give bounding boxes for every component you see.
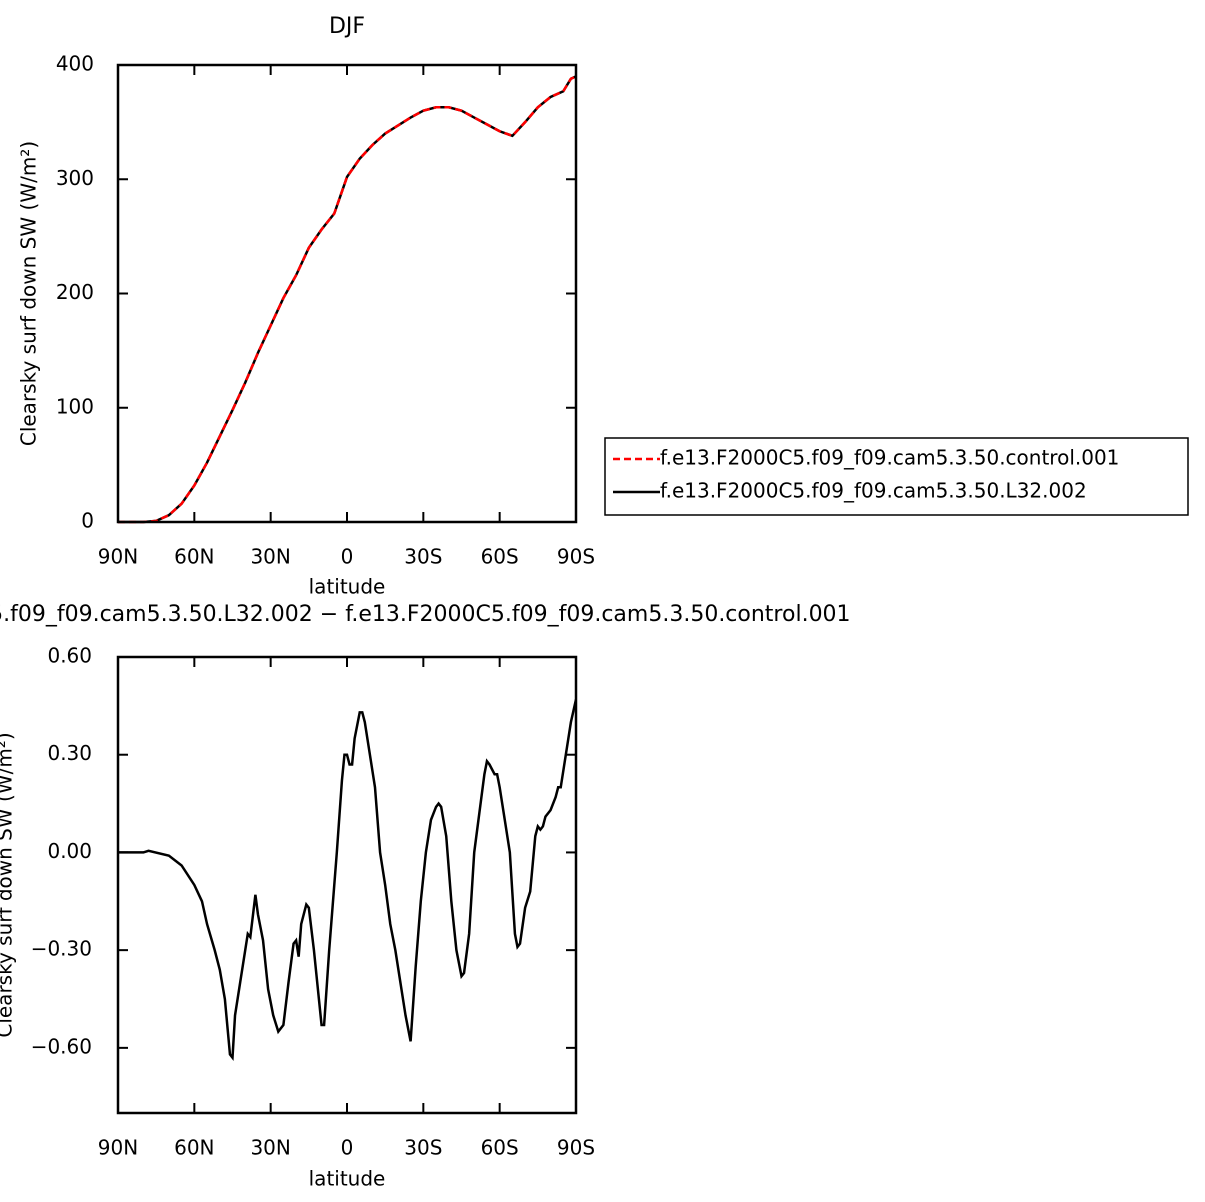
plot-frame — [116, 655, 578, 1115]
x-tick-label: 0 — [341, 1136, 354, 1160]
x-tick-label: 30N — [250, 545, 290, 569]
x-tick-label: 30N — [250, 1136, 290, 1160]
data-line — [118, 699, 576, 1062]
x-axis-label: latitude — [309, 1167, 386, 1191]
x-tick-label: 60S — [481, 545, 519, 569]
x-tick-label: 90S — [557, 1136, 595, 1160]
y-tick-label: 400 — [56, 52, 94, 76]
x-tick-label: 60S — [481, 1136, 519, 1160]
x-tick-label: 90N — [98, 1136, 138, 1160]
y-tick-label: −0.60 — [31, 1034, 92, 1058]
chart-title: DJF — [329, 14, 365, 39]
y-tick-label: 100 — [56, 394, 94, 418]
y-tick-label: −0.30 — [31, 937, 92, 961]
y-tick-label: 0 — [81, 509, 94, 533]
y-tick-label: 300 — [56, 166, 94, 190]
y-tick-label: 0.60 — [47, 644, 92, 668]
x-tick-label: 90S — [557, 545, 595, 569]
x-tick-label: 60N — [174, 1136, 214, 1160]
y-tick-label: 0.00 — [47, 839, 92, 863]
y-axis-label: Clearsky surf down SW (W/m²) — [17, 141, 41, 446]
y-axis-label: Clearsky surf down SW (W/m²) — [0, 732, 17, 1037]
plot-frame — [116, 63, 578, 524]
x-tick-label: 30S — [404, 545, 442, 569]
x-tick-label: 0 — [341, 545, 354, 569]
legend-box — [604, 437, 1189, 516]
y-tick-label: 0.30 — [47, 741, 92, 765]
chart-title: f.e13.F2000C5.f09_f09.cam5.3.50.L32.002 … — [0, 602, 851, 627]
y-tick-label: 200 — [56, 280, 94, 304]
data-line — [118, 75, 576, 524]
x-tick-label: 90N — [98, 545, 138, 569]
legend-label: f.e13.F2000C5.f09_f09.cam5.3.50.control.… — [660, 446, 1119, 470]
legend-label: f.e13.F2000C5.f09_f09.cam5.3.50.L32.002 — [660, 479, 1087, 503]
data-line — [118, 75, 576, 524]
x-axis-label: latitude — [309, 575, 386, 599]
x-tick-label: 30S — [404, 1136, 442, 1160]
x-tick-label: 60N — [174, 545, 214, 569]
